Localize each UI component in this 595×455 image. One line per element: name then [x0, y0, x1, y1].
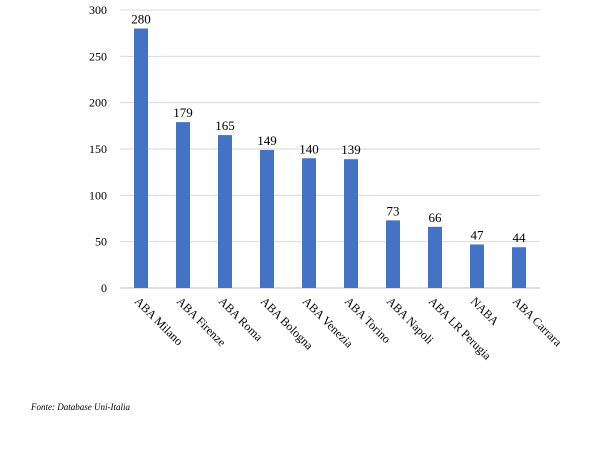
y-tick-label: 100 — [89, 188, 107, 202]
bar — [512, 247, 526, 288]
bar — [344, 159, 358, 288]
data-label: 47 — [471, 227, 485, 242]
y-tick-label: 50 — [95, 235, 107, 249]
data-label: 73 — [387, 203, 400, 218]
bar — [218, 135, 232, 288]
data-label: 139 — [341, 142, 361, 157]
data-label: 44 — [513, 230, 527, 245]
y-tick-label: 150 — [89, 142, 107, 156]
y-tick-label: 300 — [89, 3, 107, 17]
bar — [302, 158, 316, 288]
source-note: Fonte: Database Uni-Italia — [31, 402, 130, 412]
bar — [386, 220, 400, 288]
data-label: 149 — [257, 133, 277, 148]
bar — [260, 149, 274, 288]
x-tick-label: ABA Carrara — [510, 294, 565, 349]
y-tick-label: 250 — [89, 49, 107, 63]
y-tick-label: 200 — [89, 96, 107, 110]
data-label: 140 — [299, 141, 319, 156]
bar-chart: 0 50 100 150 200 250 300 280 ABA Milano 179 ABA Fi… — [89, 3, 565, 363]
data-label: 179 — [173, 105, 193, 120]
data-label: 280 — [131, 12, 151, 27]
y-tick-label: 0 — [101, 281, 107, 295]
bar — [176, 122, 190, 288]
bar — [428, 226, 442, 288]
x-tick-label: NABA — [468, 294, 502, 328]
data-label: 165 — [215, 118, 235, 133]
bar — [470, 244, 484, 288]
data-label: 66 — [429, 210, 443, 225]
bar — [134, 28, 148, 289]
